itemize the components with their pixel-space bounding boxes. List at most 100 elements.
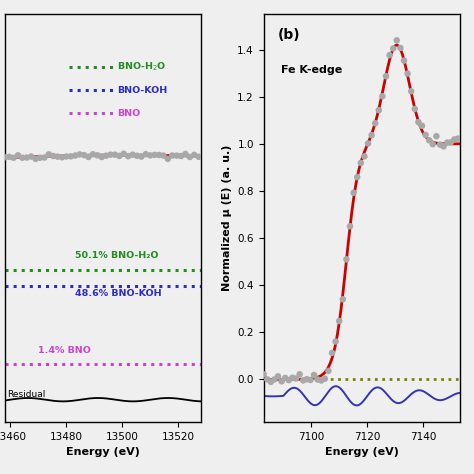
- Point: [23, 154, 30, 161]
- Point: [303, 375, 310, 383]
- Point: [27, 153, 35, 160]
- Point: [336, 317, 343, 325]
- Point: [98, 153, 106, 161]
- Text: Residual: Residual: [8, 390, 46, 399]
- Point: [361, 153, 368, 160]
- Point: [425, 137, 433, 144]
- Point: [364, 140, 372, 147]
- Point: [133, 152, 141, 160]
- Point: [142, 150, 150, 158]
- Point: [292, 375, 300, 383]
- Point: [443, 139, 451, 146]
- Point: [168, 152, 176, 159]
- Point: [408, 88, 415, 95]
- Point: [260, 371, 267, 378]
- Point: [76, 151, 83, 158]
- Point: [307, 376, 314, 384]
- Point: [400, 57, 408, 64]
- Point: [454, 135, 462, 142]
- Point: [393, 36, 401, 44]
- Point: [85, 153, 92, 161]
- Point: [346, 222, 354, 230]
- Point: [318, 377, 325, 384]
- Point: [310, 371, 318, 379]
- Point: [415, 118, 422, 126]
- Point: [36, 154, 44, 162]
- Text: BNO-H$_2$O: BNO-H$_2$O: [117, 61, 166, 73]
- Point: [397, 44, 404, 52]
- Point: [411, 105, 419, 113]
- Point: [164, 155, 172, 163]
- Point: [58, 154, 66, 161]
- Text: 50.1% BNO-H₂O: 50.1% BNO-H₂O: [75, 251, 158, 260]
- Point: [325, 367, 332, 374]
- Point: [54, 153, 62, 160]
- Point: [14, 152, 22, 159]
- Point: [129, 151, 137, 158]
- Point: [274, 373, 282, 380]
- Point: [1, 154, 9, 161]
- Point: [343, 255, 350, 263]
- Point: [440, 143, 447, 150]
- Point: [10, 154, 18, 162]
- Point: [278, 378, 285, 385]
- Point: [191, 151, 198, 159]
- Point: [102, 152, 110, 159]
- Point: [332, 337, 339, 345]
- Point: [177, 152, 185, 160]
- Point: [32, 155, 39, 163]
- Point: [339, 295, 346, 303]
- Point: [160, 152, 167, 159]
- Point: [151, 151, 158, 159]
- Point: [137, 153, 145, 160]
- Point: [357, 159, 365, 167]
- Point: [379, 92, 386, 100]
- Point: [182, 150, 189, 158]
- Point: [289, 374, 296, 382]
- Point: [375, 106, 383, 114]
- Point: [386, 51, 393, 59]
- Point: [436, 141, 444, 148]
- Text: BNO-KOH: BNO-KOH: [117, 86, 167, 95]
- Point: [354, 173, 361, 181]
- X-axis label: Energy (eV): Energy (eV): [66, 447, 140, 457]
- Point: [49, 152, 57, 160]
- Point: [447, 138, 455, 146]
- Y-axis label: Normalized μ (E) (a. u.): Normalized μ (E) (a. u.): [222, 145, 232, 291]
- Point: [328, 349, 336, 356]
- Point: [63, 153, 70, 160]
- Point: [155, 151, 163, 159]
- Point: [350, 189, 357, 197]
- Point: [271, 376, 278, 383]
- Point: [390, 45, 397, 52]
- Point: [267, 378, 274, 386]
- Point: [282, 374, 289, 382]
- Point: [72, 152, 79, 159]
- Point: [296, 371, 303, 378]
- Point: [451, 136, 458, 143]
- Text: (b): (b): [277, 28, 300, 43]
- Point: [107, 151, 114, 158]
- Text: BNO: BNO: [117, 109, 140, 118]
- Point: [368, 131, 375, 139]
- Point: [93, 152, 101, 159]
- Point: [80, 151, 88, 159]
- Point: [5, 153, 13, 161]
- Point: [186, 153, 194, 161]
- Point: [382, 73, 390, 80]
- Point: [300, 377, 307, 384]
- Point: [173, 152, 181, 159]
- Point: [429, 140, 437, 148]
- Point: [89, 150, 97, 158]
- Point: [404, 70, 411, 77]
- Point: [372, 119, 379, 127]
- Point: [321, 375, 328, 383]
- Point: [285, 376, 292, 384]
- Point: [45, 151, 53, 158]
- Text: 48.6% BNO-KOH: 48.6% BNO-KOH: [75, 289, 162, 298]
- Point: [124, 152, 132, 160]
- Point: [120, 150, 128, 157]
- Point: [433, 132, 440, 140]
- Text: 1.4% BNO: 1.4% BNO: [38, 346, 91, 355]
- X-axis label: Energy (eV): Energy (eV): [325, 447, 399, 457]
